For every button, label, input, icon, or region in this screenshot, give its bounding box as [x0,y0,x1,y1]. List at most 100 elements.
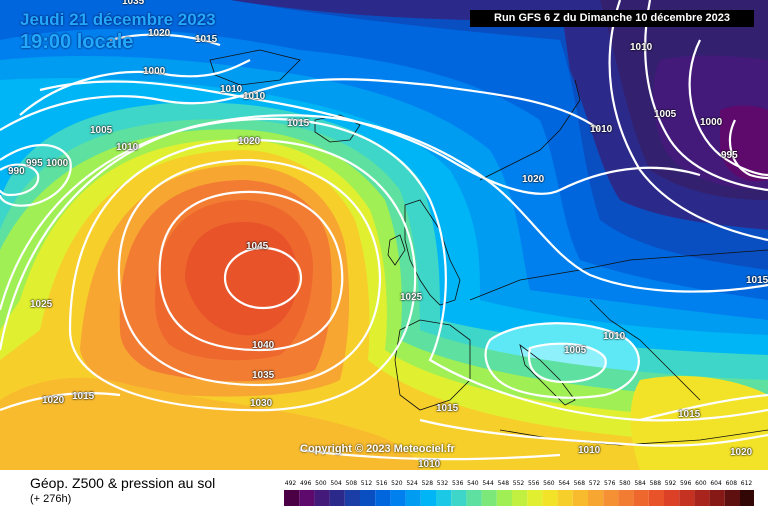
legend-swatch [542,490,558,506]
isobar-1010-italy [484,322,640,399]
pressure-label: 995 [26,158,43,169]
legend-label: 556 [527,480,540,487]
legend-swatch [664,490,680,506]
pressure-label: 1015 [195,34,218,45]
pressure-label: 1025 [30,299,53,310]
isobar-1010-ne [608,0,768,242]
legend-label: 576 [603,480,616,487]
legend-label: 560 [543,480,555,487]
south-zone [0,377,420,470]
legend-swatch [451,490,467,506]
legend-swatch [618,490,634,506]
isobar-1015-se [639,393,768,422]
pressure-label: 1005 [654,109,677,120]
legend-swatch [360,490,376,506]
legend-label: 568 [573,480,586,487]
pressure-label: 1040 [252,340,275,351]
legend-swatch [375,490,391,506]
pressure-label: 1030 [250,398,273,409]
legend-swatch [633,490,649,506]
legend-label: 544 [482,480,494,487]
weather-map: 1045 1040 1035 1030 1025 1025 1020 1020 1020 1020… [0,0,768,470]
isobar-1035 [117,158,382,387]
isobar-1010-s [299,448,561,461]
map-title: Géop. Z500 & pression au sol [30,475,216,491]
legend-swatch [436,490,452,506]
isobars [0,0,768,461]
legend-swatch [344,490,360,506]
legend-swatch [284,490,300,506]
pressure-label: 1020 [238,136,261,147]
forecast-time: Jeudi 21 décembre 2023 19:00 locale [20,10,216,54]
coastlines [209,49,768,446]
legend-swatch [603,490,619,506]
legend-swatch [405,490,421,506]
legend-label: 520 [391,480,403,487]
pressure-label: 1010 [116,142,139,153]
pressure-label: 1010 [243,91,266,102]
legend-label: 516 [375,480,388,487]
isobar-1020 [0,114,768,351]
legend-swatch [466,490,482,506]
legend-swatch [557,490,573,506]
run-info: Run GFS 6 Z du Dimanche 10 décembre 2023 [470,10,754,27]
pressure-label: 1020 [730,447,753,458]
legend-label: 552 [512,480,525,487]
legend-swatch [420,490,436,506]
legend-label: 588 [649,480,662,487]
pressure-label: 1010 [578,445,601,456]
pressure-label: 995 [721,150,738,161]
isobar-1020-sw [0,392,121,412]
isobar-1000-ne [688,39,768,177]
legend-label: 612 [740,480,753,487]
legend-label: 580 [619,480,631,487]
pressure-label: 1015 [287,118,310,129]
pressure-label: 1010 [603,331,626,342]
legend-label: 508 [345,480,358,487]
isobar-1005 [19,59,251,116]
legend-swatch [329,490,345,506]
legend-label: 604 [710,480,722,487]
legend-label: 492 [284,480,297,487]
pressure-label: 1000 [143,66,166,77]
legend-label: 540 [467,480,479,487]
color-legend [284,490,754,506]
legend-swatch [679,490,695,506]
legend-label: 512 [360,480,373,487]
isobar-995-ne [728,119,768,180]
pressure-label: 1035 [122,0,145,7]
forecast-date: Jeudi 21 décembre 2023 [20,10,216,29]
pressure-label: 1045 [246,241,269,252]
pressure-label: 1035 [252,370,275,381]
pressure-label: 1020 [148,28,171,39]
pressure-label: 1015 [436,403,459,414]
legend-swatch [694,490,710,506]
legend-label: 524 [406,480,418,487]
legend-label: 596 [679,480,692,487]
legend-swatch [390,490,406,506]
pressure-label: 1005 [564,345,587,356]
legend-swatch [496,490,512,506]
isobar-1005-ne [644,0,768,192]
map-canvas [0,0,768,470]
legend-label: 528 [421,480,434,487]
isobar-995 [0,163,40,197]
legend-label: 496 [299,480,312,487]
isobar-1015 [39,80,701,195]
legend-swatch [481,490,497,506]
pressure-label: 1020 [42,395,65,406]
isobar-1005-italy [527,342,607,384]
legend-swatch [572,490,588,506]
legend-label: 572 [588,480,601,487]
isobar-1010 [0,78,601,131]
pressure-label: 1015 [746,275,768,286]
pressure-label: 1015 [678,409,701,420]
pressure-label: 1025 [400,292,423,303]
pressure-label: 990 [8,166,25,177]
pressure-label: 1000 [700,117,723,128]
legend-swatch [740,490,754,506]
legend-swatch [314,490,330,506]
legend-swatch [588,490,604,506]
legend-label: 600 [695,480,707,487]
legend-label: 548 [497,480,510,487]
